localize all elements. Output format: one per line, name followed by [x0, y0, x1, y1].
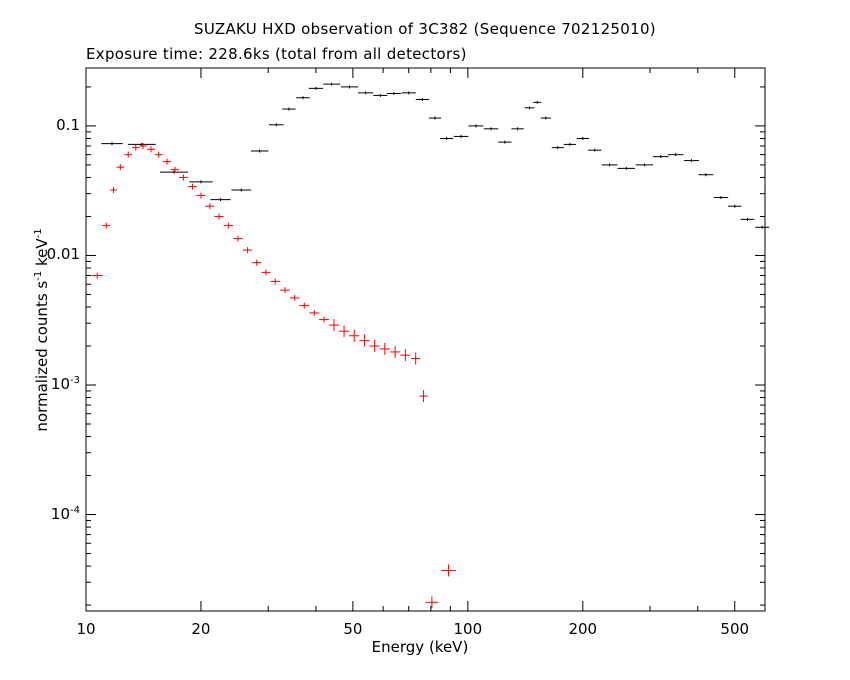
x-tick-label: 50 — [343, 620, 363, 638]
plot-frame — [85, 67, 766, 612]
x-tick-label: 200 — [568, 620, 598, 638]
y-tick-label: 0.1 — [56, 115, 80, 134]
x-axis-label: Energy (keV) — [371, 638, 469, 656]
x-tick-label: 10 — [76, 620, 96, 638]
y-tick-label: 0.01 — [46, 245, 80, 264]
x-tick-label: 20 — [191, 620, 211, 638]
y-tick-label: 10-4 — [50, 504, 80, 523]
y-tick-label: 10-3 — [50, 374, 80, 393]
chart-title: SUZAKU HXD observation of 3C382 (Sequenc… — [194, 20, 656, 38]
x-tick-label: 100 — [453, 620, 483, 638]
chart-subtitle: Exposure time: 228.6ks (total from all d… — [86, 45, 467, 63]
x-tick-label: 500 — [720, 620, 750, 638]
